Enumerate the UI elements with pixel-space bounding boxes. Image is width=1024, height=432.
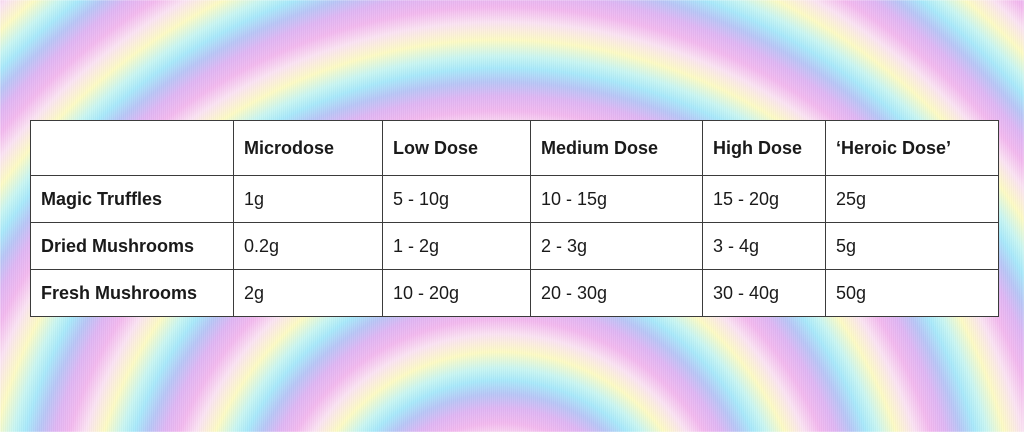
column-header-microdose: Microdose [233,120,383,176]
cell-fresh-mushrooms-medium-dose: 20 - 30g [530,269,703,317]
column-header-low-dose: Low Dose [382,120,531,176]
cell-magic-truffles-medium-dose: 10 - 15g [530,175,703,223]
cell-magic-truffles-high-dose: 15 - 20g [702,175,826,223]
cell-dried-mushrooms-high-dose: 3 - 4g [702,222,826,270]
column-header-high-dose: High Dose [702,120,826,176]
row-label-magic-truffles: Magic Truffles [30,175,234,223]
cell-dried-mushrooms-microdose: 0.2g [233,222,383,270]
table-row: Magic Truffles 1g 5 - 10g 10 - 15g 15 - … [30,175,999,223]
table-body: Magic Truffles 1g 5 - 10g 10 - 15g 15 - … [30,175,999,317]
cell-dried-mushrooms-medium-dose: 2 - 3g [530,222,703,270]
cell-magic-truffles-heroic-dose: 25g [825,175,999,223]
header-row: Microdose Low Dose Medium Dose High Dose… [30,120,999,176]
table-row: Dried Mushrooms 0.2g 1 - 2g 2 - 3g 3 - 4… [30,222,999,270]
column-header-blank [30,120,234,176]
cell-magic-truffles-microdose: 1g [233,175,383,223]
cell-dried-mushrooms-heroic-dose: 5g [825,222,999,270]
column-header-heroic-dose: ‘Heroic Dose’ [825,120,999,176]
dosage-table: Microdose Low Dose Medium Dose High Dose… [30,120,999,317]
column-header-medium-dose: Medium Dose [530,120,703,176]
cell-dried-mushrooms-low-dose: 1 - 2g [382,222,531,270]
table-row: Fresh Mushrooms 2g 10 - 20g 20 - 30g 30 … [30,269,999,317]
cell-fresh-mushrooms-heroic-dose: 50g [825,269,999,317]
cell-fresh-mushrooms-high-dose: 30 - 40g [702,269,826,317]
cell-fresh-mushrooms-low-dose: 10 - 20g [382,269,531,317]
table-header: Microdose Low Dose Medium Dose High Dose… [30,120,999,176]
cell-magic-truffles-low-dose: 5 - 10g [382,175,531,223]
dosage-table-container: Microdose Low Dose Medium Dose High Dose… [30,120,999,317]
cell-fresh-mushrooms-microdose: 2g [233,269,383,317]
row-label-fresh-mushrooms: Fresh Mushrooms [30,269,234,317]
row-label-dried-mushrooms: Dried Mushrooms [30,222,234,270]
